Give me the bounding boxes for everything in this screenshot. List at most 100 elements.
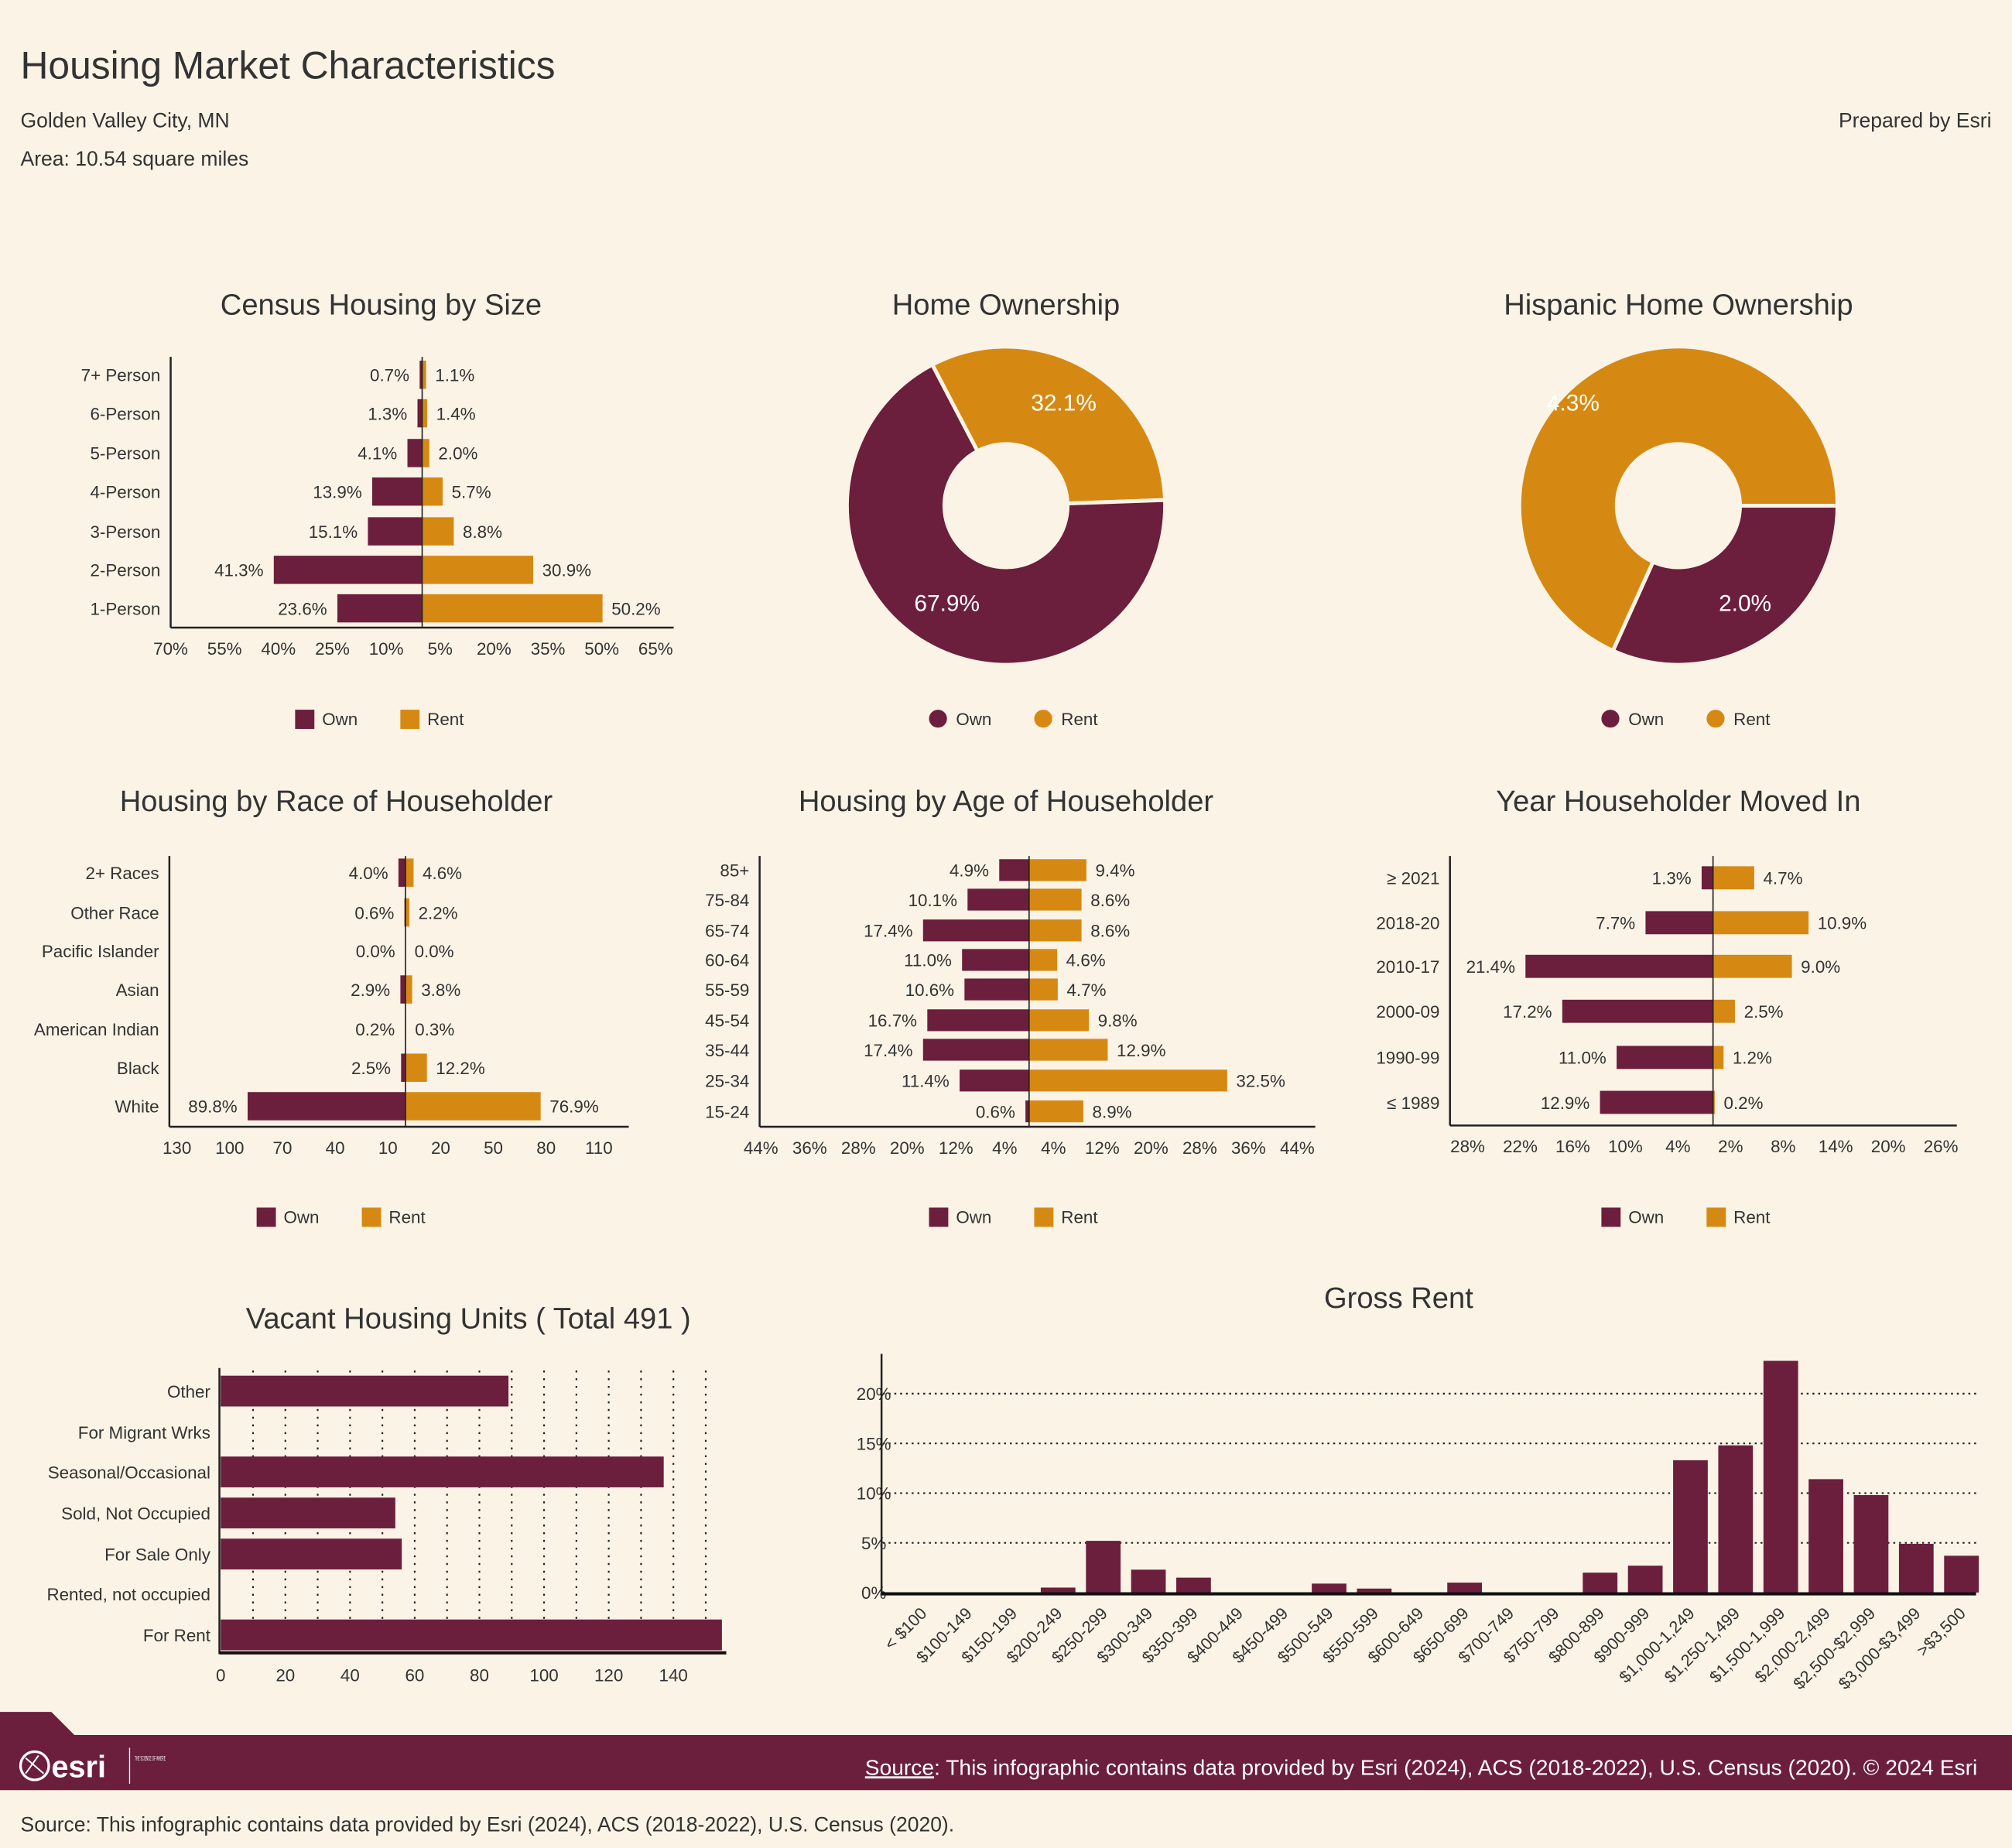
bar bbox=[1447, 1583, 1483, 1593]
legend-own-swatch bbox=[929, 1207, 949, 1227]
location: Golden Valley City, MN bbox=[21, 108, 230, 132]
rent-value-label: 9.8% bbox=[1098, 1011, 1138, 1031]
x-tick-label: 10% bbox=[369, 639, 404, 659]
rent-value-label: 2.5% bbox=[1744, 1002, 1784, 1022]
own-bar bbox=[273, 556, 423, 584]
rent-value-label: 4.6% bbox=[423, 864, 462, 883]
own-value-label: 1.3% bbox=[368, 404, 407, 423]
source-text: : This infographic contains data provide… bbox=[934, 1754, 1977, 1779]
bar bbox=[1312, 1583, 1346, 1593]
x-tick-label: 4% bbox=[1665, 1137, 1690, 1156]
rent-value-label: 10.9% bbox=[1818, 914, 1867, 933]
own-value-label: 4.9% bbox=[950, 861, 989, 881]
own-value-label: 89.8% bbox=[188, 1097, 238, 1117]
category-label: Asian bbox=[116, 980, 159, 1000]
rent-value-label: 5.7% bbox=[452, 482, 491, 501]
x-tick-label: 14% bbox=[1819, 1137, 1853, 1156]
category-label: White bbox=[115, 1097, 159, 1117]
rent-bar bbox=[405, 975, 412, 1004]
chart-title: Gross Rent bbox=[1324, 1282, 1473, 1315]
own-value-label: 2.5% bbox=[351, 1059, 391, 1078]
x-tick-label: 20% bbox=[1871, 1137, 1906, 1156]
own-bar bbox=[337, 594, 423, 623]
own-value-label: 0.2% bbox=[355, 1020, 395, 1039]
own-value-label: 41.3% bbox=[214, 561, 264, 580]
rent-value-label: 76.9% bbox=[549, 1097, 599, 1117]
bar bbox=[1808, 1479, 1843, 1593]
chart-size: Census Housing by Size 7+ Person 0.7% 1.1% 6… bbox=[81, 288, 674, 729]
legend-rent-label: Rent bbox=[427, 710, 464, 729]
rent-bar bbox=[405, 898, 409, 927]
own-value-label: 0.6% bbox=[354, 903, 394, 922]
x-tick-label: 4% bbox=[992, 1138, 1017, 1158]
x-tick-label: 22% bbox=[1503, 1137, 1538, 1156]
own-value-label: 4.1% bbox=[358, 444, 397, 464]
own-bar bbox=[371, 477, 423, 506]
x-tick-label: 4% bbox=[1041, 1138, 1066, 1158]
x-tick-label: 28% bbox=[841, 1138, 876, 1158]
x-tick-label: 110 bbox=[585, 1138, 613, 1158]
own-bar bbox=[967, 888, 1029, 911]
legend-rent-label: Rent bbox=[1733, 710, 1771, 729]
rent-bar bbox=[1028, 1039, 1108, 1061]
category-label: 2000-09 bbox=[1376, 1002, 1439, 1022]
rent-value-label: 1.4% bbox=[436, 404, 476, 423]
x-tick-label: 40% bbox=[261, 639, 296, 659]
legend-rent-label: Rent bbox=[388, 1207, 426, 1227]
own-value-label: 13.9% bbox=[313, 482, 362, 501]
own-bar bbox=[368, 517, 423, 546]
slice-label-rent: 4.3% bbox=[1547, 391, 1600, 416]
rent-bar bbox=[1028, 888, 1082, 911]
own-bar bbox=[962, 949, 1029, 971]
category-label: 3-Person bbox=[90, 522, 160, 542]
x-tick-label: 20% bbox=[1134, 1138, 1169, 1158]
own-bar bbox=[1645, 911, 1713, 935]
x-tick-label: 12% bbox=[939, 1138, 973, 1158]
own-value-label: 4.0% bbox=[349, 864, 388, 883]
page-title: Housing Market Characteristics bbox=[21, 43, 556, 87]
legend-rent-swatch bbox=[1706, 710, 1725, 728]
legend-rent-swatch bbox=[1034, 1207, 1054, 1227]
legend-own-label: Own bbox=[322, 710, 358, 729]
x-tick-label: 2% bbox=[1718, 1137, 1743, 1156]
rent-value-label: 8.6% bbox=[1090, 922, 1130, 941]
slice-rent bbox=[929, 344, 1168, 506]
rent-bar bbox=[1713, 954, 1792, 978]
x-tick-label: 44% bbox=[1280, 1138, 1315, 1158]
category-label: Other Race bbox=[70, 903, 159, 922]
category-label: 5-Person bbox=[90, 444, 160, 464]
own-bar bbox=[400, 975, 405, 1004]
x-tick-label: 0 bbox=[216, 1665, 225, 1685]
rent-value-label: 2.2% bbox=[419, 903, 458, 922]
bar bbox=[1040, 1587, 1076, 1593]
category-label: 65-74 bbox=[705, 922, 749, 941]
y-tick-label: 10% bbox=[857, 1484, 891, 1504]
x-tick-label: 130 bbox=[163, 1138, 191, 1158]
x-tick-label: 12% bbox=[1085, 1138, 1120, 1158]
category-label: 25-34 bbox=[705, 1072, 749, 1091]
category-label: Black bbox=[117, 1059, 160, 1078]
slice-label-own: 2.0% bbox=[1719, 590, 1771, 616]
own-bar bbox=[1025, 1100, 1029, 1123]
bar bbox=[221, 1375, 509, 1407]
source-link[interactable]: Source bbox=[865, 1754, 934, 1779]
category-label: 1-Person bbox=[90, 599, 160, 618]
category-label: 45-54 bbox=[705, 1011, 749, 1031]
own-value-label: 0.6% bbox=[976, 1102, 1015, 1121]
category-label: 55-59 bbox=[705, 980, 749, 1000]
category-label: 7+ Person bbox=[81, 366, 161, 385]
rent-bar bbox=[1028, 1100, 1083, 1123]
rent-value-label: 30.9% bbox=[542, 561, 592, 580]
rent-bar bbox=[422, 517, 454, 546]
legend-rent-swatch bbox=[361, 1207, 382, 1227]
category-label: ≥ 2021 bbox=[1387, 869, 1439, 888]
chart-race: Housing by Race of Householder 2+ Races 4.… bbox=[34, 785, 629, 1227]
legend-rent-swatch bbox=[1034, 710, 1052, 728]
rent-bar bbox=[422, 361, 426, 389]
own-value-label: 16.7% bbox=[868, 1011, 918, 1031]
x-tick-label: 20% bbox=[477, 639, 512, 659]
rent-bar bbox=[1028, 859, 1086, 881]
rent-bar bbox=[1028, 978, 1058, 1001]
rent-bar bbox=[1028, 949, 1058, 971]
category-label: 1990-99 bbox=[1376, 1049, 1439, 1068]
